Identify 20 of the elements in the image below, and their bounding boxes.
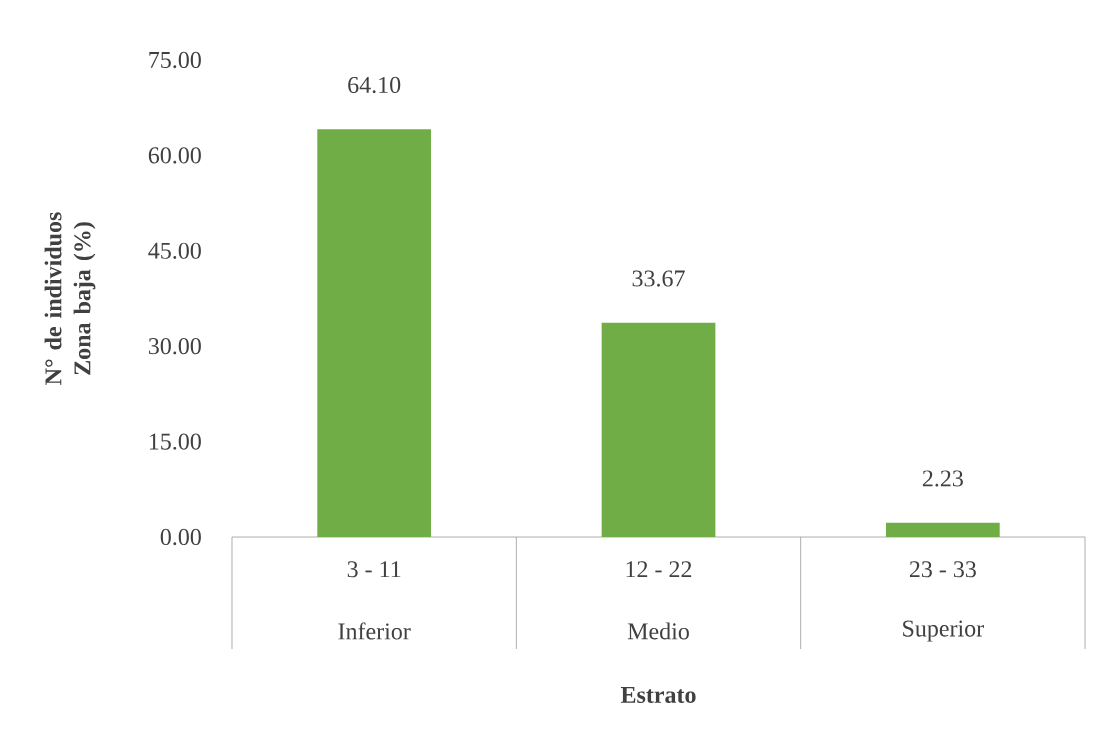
bar [317, 129, 432, 537]
text: Inferior [338, 622, 411, 640]
data-label: 64.10 [348, 76, 401, 94]
x-tick-label: 12 - 22 [626, 561, 692, 578]
y-tick-label: 15.00 [149, 433, 201, 450]
bar [885, 522, 1000, 537]
y-tick-label: 75.00 [149, 51, 201, 69]
y-tick-label: 45.00 [148, 242, 201, 259]
bar [601, 322, 716, 537]
x-tick-label: 23 - 33 [909, 561, 976, 578]
data-label: 33.67 [632, 270, 685, 287]
y-tick-label: 0.00 [160, 528, 201, 546]
text: Medio [627, 622, 689, 640]
x-tick-label: 3 - 11 [347, 561, 401, 578]
y-tick-label: 60.00 [148, 147, 201, 164]
data-label: 2.23 [922, 470, 963, 487]
x-axis-title: Estrato [620, 687, 696, 703]
text: Superior [903, 620, 984, 642]
y-axis-title: N° de individuos Zona baja (%) [44, 212, 96, 385]
y-tick-label: 30.00 [148, 338, 201, 355]
